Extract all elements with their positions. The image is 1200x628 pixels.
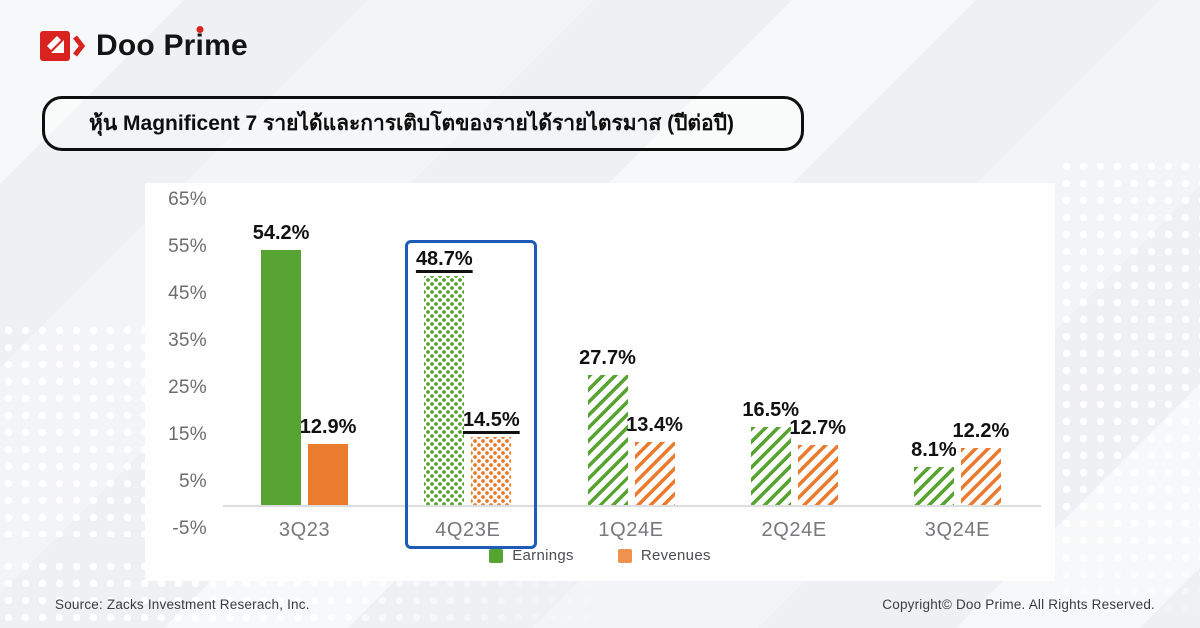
bar-revenues-3Q24E xyxy=(960,448,1001,505)
legend-item-revenues: Revenues xyxy=(617,547,711,564)
y-axis-tick: 5% xyxy=(178,470,207,492)
chart-panel: 65% 55% 45% 35% 25% 15% 5% -5% 54.2% 12.9% 3Q23 48.… xyxy=(145,183,1055,581)
bar-chart: 65% 55% 45% 35% 25% 15% 5% -5% 54.2% 12.9% 3Q23 48.… xyxy=(145,183,1055,581)
legend-swatch-revenues xyxy=(617,548,632,563)
value-label-earnings-1Q24E: 27.7% xyxy=(579,347,636,369)
value-label-revenues-3Q23: 12.9% xyxy=(299,416,357,438)
legend-item-earnings: Earnings xyxy=(489,547,574,564)
background-dot-grid-right xyxy=(1058,158,1200,628)
brand-wordmark: Doo Prime xyxy=(96,31,248,61)
background-dot-grid-left xyxy=(0,322,145,537)
source-note: Source: Zacks Investment Reserach, Inc. xyxy=(55,597,310,612)
x-axis-label-2Q24E: 2Q24E xyxy=(761,519,827,541)
bar-revenues-3Q23 xyxy=(308,444,349,505)
y-axis-tick: 55% xyxy=(168,235,207,257)
bar-earnings-3Q23 xyxy=(261,250,302,505)
value-label-earnings-4Q23E: 48.7% xyxy=(415,248,473,270)
y-axis-tick: 35% xyxy=(168,329,207,351)
value-label-earnings-3Q23: 54.2% xyxy=(252,222,310,244)
y-axis-tick: -5% xyxy=(172,517,207,539)
bar-earnings-3Q24E xyxy=(913,467,954,505)
y-axis-tick: 15% xyxy=(168,423,207,445)
bar-revenues-4Q23E xyxy=(471,437,512,505)
bar-revenues-1Q24E xyxy=(634,442,675,505)
value-label-revenues-4Q23E: 14.5% xyxy=(462,409,520,431)
x-axis-label-4Q23E: 4Q23E xyxy=(435,519,501,541)
header: Doo Prime xyxy=(40,28,248,64)
legend-label-earnings: Earnings xyxy=(512,547,574,564)
doo-prime-logo-icon xyxy=(40,31,86,61)
brand-wordmark-pre: Doo Pr xyxy=(96,29,196,62)
y-axis-tick: 25% xyxy=(168,376,207,398)
value-label-revenues-1Q24E: 13.4% xyxy=(626,414,683,436)
brand-wordmark-post: me xyxy=(204,29,248,62)
bar-revenues-2Q24E xyxy=(797,445,838,505)
title-banner: หุ้น Magnificent 7 รายได้และการเติบโตของ… xyxy=(42,96,804,151)
legend-label-revenues: Revenues xyxy=(640,547,711,564)
page-title: หุ้น Magnificent 7 รายได้และการเติบโตของ… xyxy=(89,112,734,135)
copyright-note: Copyright© Doo Prime. All Rights Reserve… xyxy=(882,597,1155,612)
chart-legend: Earnings Revenues xyxy=(145,547,1055,564)
bar-earnings-4Q23E xyxy=(424,276,465,505)
legend-swatch-earnings xyxy=(489,548,504,563)
value-label-revenues-2Q24E: 12.7% xyxy=(789,417,847,439)
x-axis-label-1Q24E: 1Q24E xyxy=(598,519,664,541)
y-axis-tick: 65% xyxy=(168,188,207,210)
x-axis-line xyxy=(223,505,1041,507)
brand-wordmark-i: i xyxy=(195,29,205,62)
value-label-revenues-3Q24E: 12.2% xyxy=(952,420,1010,442)
x-axis-label-3Q24E: 3Q24E xyxy=(924,519,991,541)
x-axis-label-3Q23: 3Q23 xyxy=(278,519,331,541)
y-axis-tick: 45% xyxy=(168,282,207,304)
bar-earnings-1Q24E xyxy=(587,375,628,505)
